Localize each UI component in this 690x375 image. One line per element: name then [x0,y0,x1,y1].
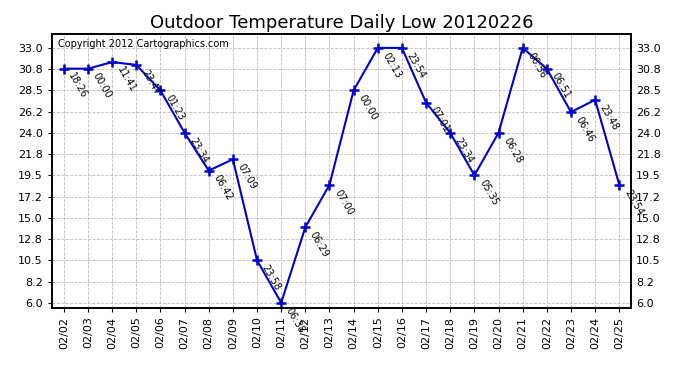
Text: 07:01: 07:01 [429,105,451,135]
Text: Copyright 2012 Cartographics.com: Copyright 2012 Cartographics.com [57,39,228,49]
Title: Outdoor Temperature Daily Low 20120226: Outdoor Temperature Daily Low 20120226 [150,14,533,32]
Text: 06:38: 06:38 [284,306,306,334]
Text: 23:54: 23:54 [405,51,427,80]
Text: 00:00: 00:00 [91,72,113,100]
Text: 18:26: 18:26 [67,72,89,100]
Text: 06:28: 06:28 [502,136,524,165]
Text: 02:13: 02:13 [381,51,403,80]
Text: 00:00: 00:00 [357,93,379,122]
Text: 23:47: 23:47 [139,68,161,97]
Text: 05:35: 05:35 [477,178,500,207]
Text: 01:23: 01:23 [164,93,186,122]
Text: 23:54: 23:54 [622,188,644,217]
Text: 07:09: 07:09 [236,162,258,191]
Text: 06:46: 06:46 [574,115,596,144]
Text: 06:51: 06:51 [550,72,572,100]
Text: 23:58: 23:58 [260,263,282,292]
Text: 06:42: 06:42 [212,173,234,202]
Text: 06:56: 06:56 [526,51,548,80]
Text: 23:48: 23:48 [598,103,620,132]
Text: 23:34: 23:34 [188,136,210,165]
Text: 23:34: 23:34 [453,136,475,165]
Text: 06:29: 06:29 [308,230,331,259]
Text: 07:00: 07:00 [333,188,355,217]
Text: 11:41: 11:41 [115,65,137,94]
